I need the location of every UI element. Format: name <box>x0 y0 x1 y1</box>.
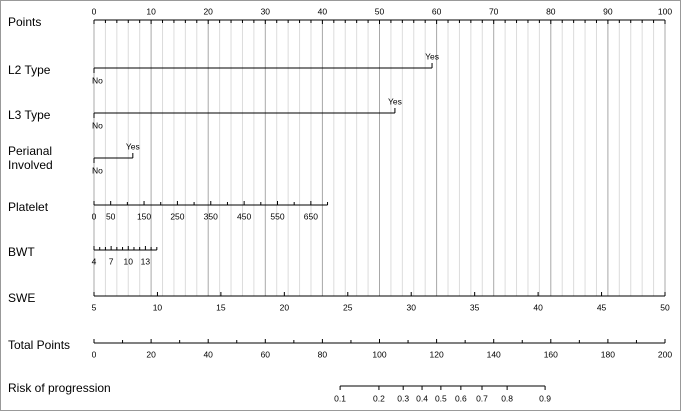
tick-label: 30 <box>406 302 416 312</box>
tick-label: 0.5 <box>435 393 447 403</box>
tick-label: 40 <box>533 302 543 312</box>
row-label: BWT <box>8 245 35 259</box>
tick-label: 4 <box>92 256 97 266</box>
row-label: L2 Type <box>8 63 51 77</box>
tick-label: 60 <box>432 6 442 16</box>
tick-label: 50 <box>660 302 670 312</box>
category-label: No <box>92 120 103 130</box>
tick-label: 25 <box>343 302 353 312</box>
tick-label: 0 <box>92 211 97 221</box>
tick-label: 10 <box>124 256 134 266</box>
tick-label: 200 <box>658 349 672 359</box>
tick-label: 100 <box>658 6 672 16</box>
row-label: L3 Type <box>8 108 51 122</box>
tick-label: 650 <box>304 211 318 221</box>
tick-label: 350 <box>204 211 218 221</box>
row-label: Involved <box>8 158 53 172</box>
tick-label: 15 <box>216 302 226 312</box>
tick-label: 20 <box>203 6 213 16</box>
tick-label: 160 <box>544 349 558 359</box>
tick-label: 140 <box>487 349 501 359</box>
tick-label: 45 <box>597 302 607 312</box>
category-label: Yes <box>388 96 402 106</box>
tick-label: 60 <box>261 349 271 359</box>
tick-label: 70 <box>489 6 499 16</box>
category-label: Yes <box>126 141 140 151</box>
row-label: Platelet <box>8 200 49 214</box>
tick-label: 0.4 <box>416 393 428 403</box>
tick-label: 90 <box>603 6 613 16</box>
tick-label: 30 <box>261 6 271 16</box>
row-label: Perianal <box>8 144 52 158</box>
tick-label: 100 <box>372 349 386 359</box>
category-label: Yes <box>425 51 439 61</box>
tick-label: 35 <box>470 302 480 312</box>
row-label: Total Points <box>8 338 70 352</box>
tick-label: 0.7 <box>476 393 488 403</box>
tick-label: 40 <box>203 349 213 359</box>
tick-label: 50 <box>106 211 116 221</box>
tick-label: 20 <box>146 349 156 359</box>
tick-label: 0.6 <box>455 393 467 403</box>
tick-label: 80 <box>546 6 556 16</box>
tick-label: 80 <box>318 349 328 359</box>
tick-label: 20 <box>280 302 290 312</box>
tick-label: 250 <box>170 211 184 221</box>
tick-label: 0.9 <box>539 393 551 403</box>
tick-label: 0.1 <box>334 393 346 403</box>
tick-label: 5 <box>92 302 97 312</box>
tick-label: 0 <box>92 6 97 16</box>
tick-label: 0.8 <box>501 393 513 403</box>
row-label: SWE <box>8 291 35 305</box>
tick-label: 180 <box>601 349 615 359</box>
tick-label: 10 <box>153 302 163 312</box>
tick-label: 150 <box>137 211 151 221</box>
row-label: Points <box>8 15 41 29</box>
tick-label: 550 <box>270 211 284 221</box>
tick-label: 40 <box>318 6 328 16</box>
tick-label: 50 <box>375 6 385 16</box>
tick-label: 13 <box>141 256 151 266</box>
tick-label: 10 <box>146 6 156 16</box>
category-label: No <box>92 165 103 175</box>
tick-label: 450 <box>237 211 251 221</box>
tick-label: 0.2 <box>373 393 385 403</box>
tick-label: 7 <box>109 256 114 266</box>
category-label: No <box>92 75 103 85</box>
tick-label: 0 <box>92 349 97 359</box>
tick-label: 120 <box>430 349 444 359</box>
row-label: Risk of progression <box>8 381 111 395</box>
tick-label: 0.3 <box>397 393 409 403</box>
